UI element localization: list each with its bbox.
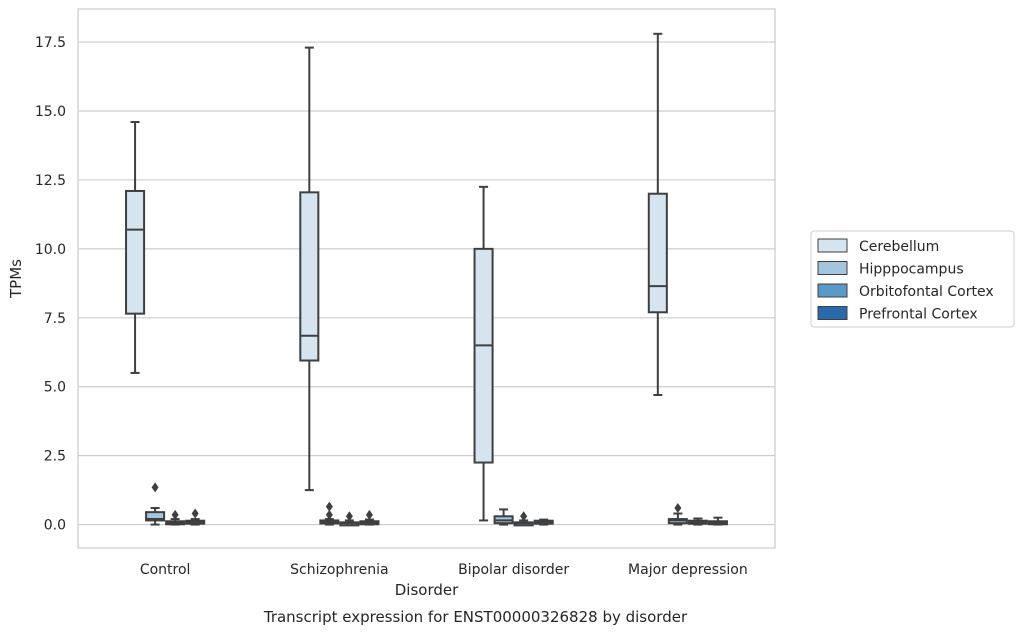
legend: Cerebellum Hipppocampus Orbitofontal Corte… — [810, 230, 1015, 328]
box-body — [647, 192, 668, 314]
legend-swatch — [817, 261, 848, 275]
legend-item: Cerebellum — [817, 238, 939, 255]
legend-frame — [810, 230, 1015, 328]
outlier — [325, 501, 333, 512]
legend-item: Orbitofontal Cortex — [817, 283, 994, 300]
x-axis-label: Disorder — [395, 581, 459, 599]
y-tick-label: 12.5 — [35, 173, 66, 189]
outlier — [151, 482, 159, 493]
x-tick-label: Major depression — [628, 562, 748, 578]
legend-swatch — [817, 283, 848, 298]
legend-label: Prefrontal Cortex — [859, 307, 978, 323]
chart-caption: Transcript expression for ENST0000032682… — [263, 608, 688, 626]
box — [473, 185, 494, 522]
x-tick-label: Control — [140, 562, 191, 578]
box — [145, 482, 166, 526]
box-body — [473, 247, 494, 464]
box — [647, 32, 668, 396]
legend-swatch — [817, 238, 848, 253]
y-tick-label: 10.0 — [35, 242, 66, 258]
x-axis: Control Schizophrenia Bipolar disorder Majo… — [140, 562, 748, 578]
y-axis-label: TPMs — [7, 259, 25, 299]
box-plots — [125, 32, 728, 527]
y-axis: 0.0 2.5 5.0 7.5 10.0 12.5 15.0 17.5 — [35, 35, 66, 533]
legend-label: Hipppocampus — [859, 262, 964, 278]
box — [185, 508, 206, 526]
y-tick-label: 15.0 — [35, 104, 66, 120]
box — [513, 511, 534, 527]
legend-label: Orbitofontal Cortex — [859, 284, 994, 300]
y-tick-label: 0.0 — [44, 518, 66, 534]
outlier — [365, 509, 373, 520]
legend-item: Prefrontal Cortex — [817, 306, 978, 323]
outlier — [345, 511, 353, 522]
outlier — [674, 503, 682, 514]
box — [299, 46, 320, 492]
legend-swatch — [817, 306, 848, 320]
box-body — [145, 511, 166, 522]
box — [319, 501, 340, 526]
y-tick-label: 17.5 — [35, 35, 66, 51]
box — [339, 511, 360, 527]
legend-item: Hipppocampus — [817, 261, 964, 278]
box — [493, 508, 514, 526]
outlier — [520, 511, 528, 522]
box-body — [299, 191, 320, 362]
plot-area — [77, 8, 776, 549]
box-body — [125, 189, 146, 315]
x-tick-label: Bipolar disorder — [458, 562, 569, 578]
outlier — [191, 508, 199, 519]
outlier — [325, 509, 333, 520]
y-tick-label: 7.5 — [44, 311, 66, 327]
box — [687, 517, 708, 526]
box — [165, 509, 186, 526]
y-tick-label: 2.5 — [44, 449, 66, 465]
y-tick-label: 5.0 — [44, 380, 66, 396]
legend-label: Cerebellum — [859, 239, 939, 255]
box — [533, 518, 554, 526]
box — [667, 503, 688, 526]
box — [359, 509, 380, 526]
grid-lines — [78, 41, 775, 526]
outlier — [171, 509, 179, 520]
x-tick-label: Schizophrenia — [290, 562, 388, 578]
box — [125, 121, 146, 374]
box — [707, 516, 728, 526]
